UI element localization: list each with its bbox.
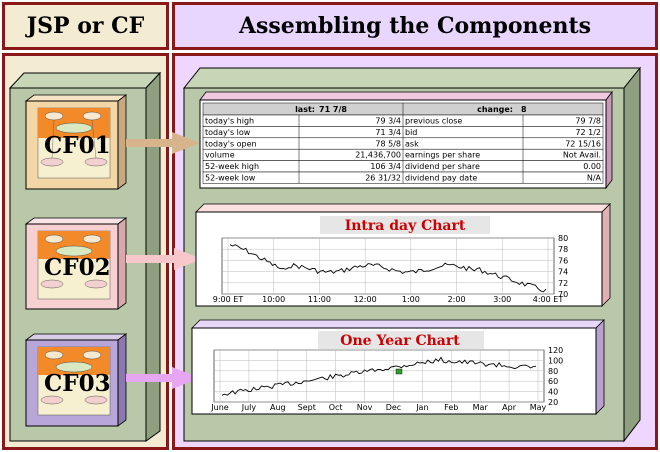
x-tick-label: Nov [357, 403, 373, 412]
y-tick-label: 76 [558, 256, 568, 265]
y-tick-label: 60 [548, 377, 558, 386]
last-value: 71 7/8 [319, 105, 347, 114]
arrow-cf03 [126, 367, 200, 389]
y-tick-label: 40 [548, 388, 558, 397]
arrow-cf02 [126, 248, 202, 270]
y-tick-label: 74 [558, 268, 568, 277]
y-tick-label: 70 [558, 290, 568, 299]
quote-cell-label: 52-week high [205, 162, 259, 171]
quote-cell-value: Not Avail. [563, 151, 601, 160]
year-title-bg [318, 331, 484, 349]
change-label: change: [477, 105, 513, 114]
quote-cell-label: 52-week low [205, 174, 256, 183]
intraday-title: Intra day Chart [345, 218, 466, 234]
y-tick-label: 20 [548, 398, 558, 407]
year-chart: June July Aug Sept Oct Nov Dec Jan Feb Mar Apr May 1… [210, 346, 563, 412]
quote-cell-label: volume [205, 151, 235, 160]
quote-panel: last: 71 7/8 change: 8 today's high 79 3/4 pre… [199, 90, 613, 190]
quote-cell-value: 21,436,700 [355, 151, 401, 160]
plot-area [221, 237, 555, 295]
quote-cell-value: 26 31/32 [365, 174, 401, 183]
header-assembling: Assembling the Components [172, 2, 658, 50]
x-tick-label: Apr [502, 403, 517, 412]
x-tick-label: July [241, 403, 257, 412]
quote-cell-value: 72 1/2 [575, 128, 601, 137]
price-line [229, 244, 547, 293]
intraday-title-bg [320, 216, 490, 234]
change-value: 8 [521, 105, 527, 114]
x-tick-label: 3:00 [493, 295, 511, 304]
y-tick-label: 72 [558, 279, 568, 288]
quote-cell-value: 79 3/4 [375, 117, 401, 126]
quote-table: last: 71 7/8 change: 8 today's high 79 3/4 pre… [202, 102, 604, 184]
intraday-panel: Intra day Chart 9:00 ET 10:00 11:00 12:00 1:… [195, 203, 611, 307]
header-jsp-or-cf: JSP or CF [2, 2, 169, 50]
quote-cell-label: today's open [205, 139, 257, 148]
quote-cell-label: ask [405, 139, 419, 148]
x-tick-label: 12:00 [354, 295, 377, 304]
x-tick-label: 4:00 ET [533, 295, 564, 304]
quote-cell-value: 0.00 [583, 162, 601, 171]
year-panel: One Year Chart June July Aug Sept Oct Nov Dec J… [191, 319, 605, 415]
intraday-chart: 9:00 ET 10:00 11:00 12:00 1:00 2:00 3:00 4:00 E… [213, 234, 568, 304]
y-tick-label: 80 [548, 367, 558, 376]
quote-cell-label: earnings per share [405, 151, 480, 160]
x-tick-label: May [530, 403, 547, 412]
y-tick-label: 80 [558, 234, 568, 243]
x-tick-label: Dec [386, 403, 401, 412]
quote-cell-label: today's low [205, 128, 251, 137]
x-tick-label: 1:00 [402, 295, 420, 304]
x-tick-label: Mar [473, 403, 489, 412]
component-label-cf03: CF03 [44, 370, 111, 397]
x-tick-label: Aug [270, 403, 286, 412]
x-tick-label: Sept [298, 403, 316, 412]
quote-cell-value: 78 5/8 [375, 139, 401, 148]
quote-cell-value: N/A [587, 174, 602, 183]
quote-cell-value: 106 3/4 [370, 162, 401, 171]
quote-cell-label: dividend per share [405, 162, 480, 171]
quote-cell-label: bid [405, 128, 417, 137]
plot-area [213, 349, 545, 403]
quote-cell-label: today's high [205, 117, 254, 126]
x-tick-label: Oct [329, 403, 343, 412]
component-cf02[interactable]: CF02 [24, 217, 128, 310]
y-tick-label: 120 [548, 346, 563, 355]
x-tick-label: 2:00 [448, 295, 466, 304]
quote-cell-value: 71 3/4 [375, 128, 401, 137]
header-left-text: JSP or CF [26, 13, 145, 39]
price-line [221, 356, 537, 396]
quote-cell-value: 79 7/8 [575, 117, 601, 126]
year-title: One Year Chart [340, 333, 460, 349]
component-cf01[interactable]: CF01 [24, 94, 128, 190]
x-tick-label: Feb [444, 403, 458, 412]
quote-cell-value: 72 15/16 [565, 139, 601, 148]
last-label: last: [295, 105, 315, 114]
quote-cell-label: dividend pay date [405, 174, 477, 183]
x-tick-label: Jan [415, 403, 428, 412]
x-tick-label: 11:00 [308, 295, 331, 304]
header-right-text: Assembling the Components [238, 13, 592, 39]
x-tick-label: 10:00 [262, 295, 285, 304]
marker-icon [395, 368, 403, 375]
y-tick-label: 78 [558, 245, 568, 254]
y-tick-label: 100 [548, 356, 563, 365]
quote-cell-label: previous close [405, 117, 462, 126]
component-label-cf01: CF01 [44, 132, 111, 159]
x-tick-label: June [210, 403, 229, 412]
component-label-cf02: CF02 [44, 254, 111, 281]
arrow-cf01 [126, 132, 200, 154]
x-tick-label: 9:00 ET [213, 295, 244, 304]
component-cf03[interactable]: CF03 [24, 333, 128, 427]
